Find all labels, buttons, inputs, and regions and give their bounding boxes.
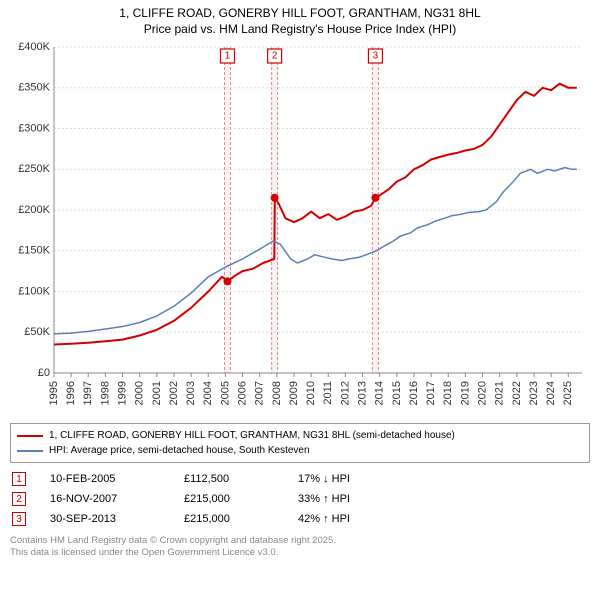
svg-text:2010: 2010 xyxy=(305,381,317,405)
footer-line2: This data is licensed under the Open Gov… xyxy=(10,547,590,559)
svg-text:1998: 1998 xyxy=(99,381,111,405)
svg-text:1996: 1996 xyxy=(65,381,77,405)
svg-text:2019: 2019 xyxy=(459,381,471,405)
svg-text:£100K: £100K xyxy=(18,286,50,298)
sale-date: 16-NOV-2007 xyxy=(50,493,160,505)
svg-text:2017: 2017 xyxy=(425,381,437,405)
svg-text:2004: 2004 xyxy=(202,381,214,405)
legend-item-hpi: HPI: Average price, semi-detached house,… xyxy=(17,443,583,458)
legend-label-price-paid: 1, CLIFFE ROAD, GONERBY HILL FOOT, GRANT… xyxy=(49,428,455,443)
title-subtitle: Price paid vs. HM Land Registry's House … xyxy=(10,22,590,38)
svg-text:2014: 2014 xyxy=(374,381,386,405)
svg-text:2005: 2005 xyxy=(219,381,231,405)
svg-text:£250K: £250K xyxy=(18,163,50,175)
svg-text:2015: 2015 xyxy=(391,381,403,405)
svg-text:2011: 2011 xyxy=(322,381,334,405)
svg-text:£300K: £300K xyxy=(18,123,50,135)
svg-text:£150K: £150K xyxy=(18,245,50,257)
table-row: 2 16-NOV-2007 £215,000 33% ↑ HPI xyxy=(10,489,590,509)
svg-text:2008: 2008 xyxy=(271,381,283,405)
table-row: 1 10-FEB-2005 £112,500 17% ↓ HPI xyxy=(10,469,590,489)
svg-text:1995: 1995 xyxy=(48,381,60,405)
footer-attribution: Contains HM Land Registry data © Crown c… xyxy=(10,535,590,559)
sale-date: 30-SEP-2013 xyxy=(50,513,160,525)
svg-text:2009: 2009 xyxy=(288,381,300,405)
sale-diff: 42% ↑ HPI xyxy=(298,513,408,525)
legend-swatch-hpi xyxy=(17,450,43,452)
sale-price: £112,500 xyxy=(184,473,274,485)
legend-item-price-paid: 1, CLIFFE ROAD, GONERBY HILL FOOT, GRANT… xyxy=(17,428,583,443)
chart-title: 1, CLIFFE ROAD, GONERBY HILL FOOT, GRANT… xyxy=(10,6,590,37)
svg-text:£0: £0 xyxy=(38,367,50,379)
legend: 1, CLIFFE ROAD, GONERBY HILL FOOT, GRANT… xyxy=(10,423,590,463)
sale-date: 10-FEB-2005 xyxy=(50,473,160,485)
sale-diff: 33% ↑ HPI xyxy=(298,493,408,505)
sales-table: 1 10-FEB-2005 £112,500 17% ↓ HPI 2 16-NO… xyxy=(10,469,590,529)
svg-text:2002: 2002 xyxy=(168,381,180,405)
svg-text:2021: 2021 xyxy=(494,381,506,405)
svg-text:2007: 2007 xyxy=(254,381,266,405)
sale-price: £215,000 xyxy=(184,513,274,525)
svg-text:1: 1 xyxy=(225,51,231,62)
svg-text:£50K: £50K xyxy=(24,326,50,338)
svg-text:1997: 1997 xyxy=(82,381,94,405)
table-row: 3 30-SEP-2013 £215,000 42% ↑ HPI xyxy=(10,509,590,529)
svg-text:2003: 2003 xyxy=(185,381,197,405)
svg-text:2013: 2013 xyxy=(356,381,368,405)
svg-text:£350K: £350K xyxy=(18,82,50,94)
sale-price: £215,000 xyxy=(184,493,274,505)
svg-text:2012: 2012 xyxy=(339,381,351,405)
legend-label-hpi: HPI: Average price, semi-detached house,… xyxy=(49,443,310,458)
svg-text:2024: 2024 xyxy=(545,381,557,405)
chart-container: 1, CLIFFE ROAD, GONERBY HILL FOOT, GRANT… xyxy=(0,0,600,590)
svg-text:1999: 1999 xyxy=(116,381,128,405)
title-address: 1, CLIFFE ROAD, GONERBY HILL FOOT, GRANT… xyxy=(10,6,590,22)
svg-text:2016: 2016 xyxy=(408,381,420,405)
svg-text:£200K: £200K xyxy=(18,204,50,216)
svg-text:2000: 2000 xyxy=(134,381,146,405)
line-chart-svg: £0 £50K £100K £150K £200K £250K £300K £350K £400… xyxy=(10,41,590,421)
svg-text:2025: 2025 xyxy=(562,381,574,405)
svg-text:2018: 2018 xyxy=(442,381,454,405)
svg-text:2001: 2001 xyxy=(151,381,163,405)
svg-text:2006: 2006 xyxy=(236,381,248,405)
chart-area: £0 £50K £100K £150K £200K £250K £300K £350K £400… xyxy=(10,41,590,421)
legend-swatch-price-paid xyxy=(17,435,43,437)
sale-marker-1: 1 xyxy=(12,472,26,486)
sale-diff: 17% ↓ HPI xyxy=(298,473,408,485)
svg-text:2023: 2023 xyxy=(528,381,540,405)
footer-line1: Contains HM Land Registry data © Crown c… xyxy=(10,535,590,547)
svg-text:2022: 2022 xyxy=(511,381,523,405)
svg-text:£400K: £400K xyxy=(18,41,50,53)
sale-marker-3: 3 xyxy=(12,512,26,526)
svg-text:3: 3 xyxy=(373,51,379,62)
svg-text:2020: 2020 xyxy=(476,381,488,405)
svg-text:2: 2 xyxy=(272,51,278,62)
sale-marker-2: 2 xyxy=(12,492,26,506)
